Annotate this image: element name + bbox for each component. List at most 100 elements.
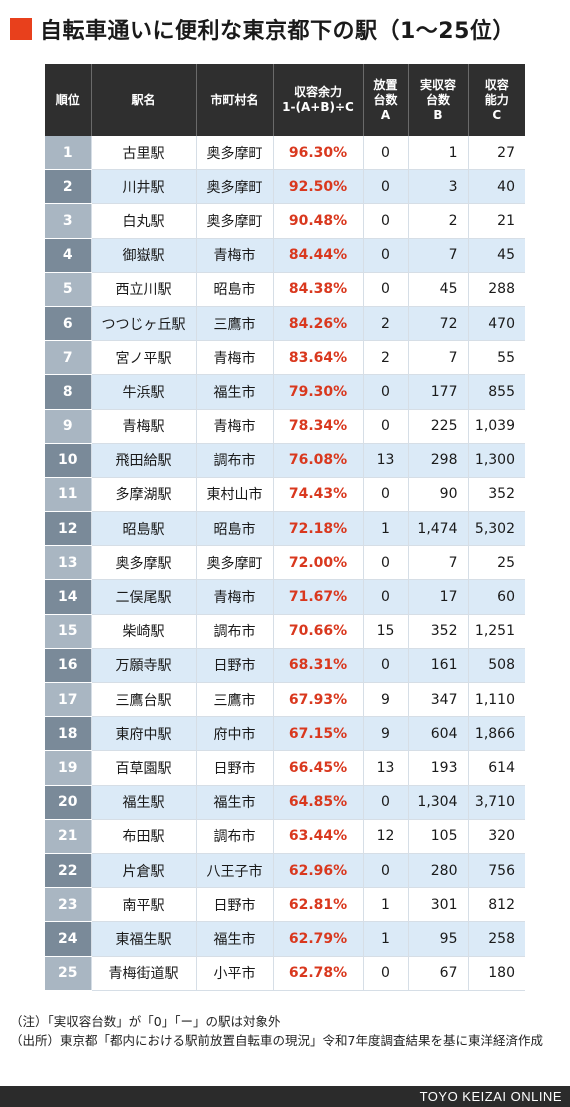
actual-count-cell: 280 (407, 853, 468, 889)
rank-cell: 17 (45, 682, 91, 718)
station-cell: 奥多摩駅 (90, 545, 196, 581)
table-row: 14 二俣尾駅 青梅市 71.67% 0 17 60 (45, 579, 525, 615)
city-cell: 青梅市 (195, 579, 273, 615)
station-cell: 白丸駅 (90, 203, 196, 239)
actual-count-cell: 7 (407, 238, 468, 273)
city-cell: 調布市 (195, 614, 273, 649)
station-cell: 青梅駅 (90, 409, 196, 444)
capacity-margin-cell: 83.64% (272, 340, 363, 376)
city-cell: 昭島市 (195, 511, 273, 547)
abandoned-count-cell: 1 (362, 511, 408, 547)
abandoned-count-cell: 0 (362, 477, 408, 513)
abandoned-count-cell: 0 (362, 374, 408, 410)
rank-cell: 24 (45, 921, 91, 957)
rank-cell: 7 (45, 340, 91, 376)
table-row: 8 牛浜駅 福生市 79.30% 0 177 855 (45, 374, 525, 410)
capacity-margin-cell: 84.26% (272, 306, 363, 342)
city-cell: 昭島市 (195, 272, 273, 307)
capacity-cell: 812 (467, 887, 525, 923)
rank-cell: 1 (45, 136, 91, 171)
station-cell: 昭島駅 (90, 511, 196, 547)
actual-count-cell: 2 (407, 203, 468, 239)
capacity-margin-cell: 72.18% (272, 511, 363, 547)
abandoned-count-cell: 13 (362, 750, 408, 786)
abandoned-count-cell: 9 (362, 682, 408, 718)
station-cell: 東福生駅 (90, 921, 196, 957)
city-cell: 八王子市 (195, 853, 273, 889)
capacity-cell: 756 (467, 853, 525, 889)
capacity-cell: 1,300 (467, 443, 525, 478)
rank-cell: 13 (45, 545, 91, 581)
actual-count-cell: 17 (407, 579, 468, 615)
rank-cell: 25 (45, 956, 91, 991)
table-row: 4 御嶽駅 青梅市 84.44% 0 7 45 (45, 238, 525, 273)
table-row: 21 布田駅 調布市 63.44% 12 105 320 (45, 819, 525, 854)
station-cell: 福生駅 (90, 785, 196, 820)
rank-cell: 14 (45, 579, 91, 615)
capacity-margin-cell: 64.85% (272, 785, 363, 820)
capacity-margin-cell: 70.66% (272, 614, 363, 649)
abandoned-count-cell: 2 (362, 306, 408, 342)
rank-cell: 6 (45, 306, 91, 342)
rank-cell: 12 (45, 511, 91, 547)
table-row: 9 青梅駅 青梅市 78.34% 0 225 1,039 (45, 409, 525, 444)
table-row: 22 片倉駅 八王子市 62.96% 0 280 756 (45, 853, 525, 889)
station-cell: 西立川駅 (90, 272, 196, 307)
capacity-cell: 1,110 (467, 682, 525, 718)
actual-count-cell: 347 (407, 682, 468, 718)
city-cell: 日野市 (195, 887, 273, 923)
actual-count-cell: 298 (407, 443, 468, 478)
rank-cell: 3 (45, 203, 91, 239)
abandoned-count-cell: 1 (362, 887, 408, 923)
actual-count-cell: 193 (407, 750, 468, 786)
capacity-cell: 3,710 (467, 785, 525, 820)
rank-cell: 22 (45, 853, 91, 889)
station-cell: 飛田給駅 (90, 443, 196, 478)
rank-cell: 16 (45, 648, 91, 684)
capacity-cell: 21 (467, 203, 525, 239)
abandoned-count-cell: 0 (362, 203, 408, 239)
station-cell: 御嶽駅 (90, 238, 196, 273)
city-cell: 調布市 (195, 443, 273, 478)
capacity-margin-cell: 79.30% (272, 374, 363, 410)
abandoned-count-cell: 13 (362, 443, 408, 478)
actual-count-cell: 7 (407, 545, 468, 581)
capacity-margin-cell: 71.67% (272, 579, 363, 615)
abandoned-count-cell: 0 (362, 169, 408, 205)
table-header-row: 順位 駅名 市町村名 収容余力 1-(A+B)÷C 放置 台数 A 実収容 台数… (45, 64, 525, 136)
abandoned-count-cell: 15 (362, 614, 408, 649)
rank-cell: 8 (45, 374, 91, 410)
station-cell: 多摩湖駅 (90, 477, 196, 513)
rank-cell: 19 (45, 750, 91, 786)
capacity-margin-cell: 76.08% (272, 443, 363, 478)
station-cell: 南平駅 (90, 887, 196, 923)
notes: （注）「実収容台数」が「0」「ー」の駅は対象外 （出所）東京都「都内における駅前… (10, 1012, 565, 1050)
table-row: 24 東福生駅 福生市 62.79% 1 95 258 (45, 921, 525, 957)
actual-count-cell: 1 (407, 136, 468, 171)
capacity-margin-cell: 66.45% (272, 750, 363, 786)
table-row: 25 青梅街道駅 小平市 62.78% 0 67 180 (45, 956, 525, 991)
title-bar: 自転車通いに便利な東京都下の駅（1〜25位） (10, 14, 515, 44)
city-cell: 三鷹市 (195, 306, 273, 342)
actual-count-cell: 90 (407, 477, 468, 513)
capacity-margin-cell: 74.43% (272, 477, 363, 513)
city-cell: 府中市 (195, 716, 273, 752)
capacity-margin-cell: 62.78% (272, 956, 363, 991)
station-cell: 布田駅 (90, 819, 196, 854)
table-row: 13 奥多摩駅 奥多摩町 72.00% 0 7 25 (45, 545, 525, 581)
capacity-cell: 614 (467, 750, 525, 786)
table-row: 3 白丸駅 奥多摩町 90.48% 0 2 21 (45, 203, 525, 239)
column-header-rank: 順位 (45, 64, 91, 136)
capacity-margin-cell: 67.93% (272, 682, 363, 718)
table-row: 23 南平駅 日野市 62.81% 1 301 812 (45, 887, 525, 923)
abandoned-count-cell: 9 (362, 716, 408, 752)
actual-count-cell: 604 (407, 716, 468, 752)
capacity-cell: 855 (467, 374, 525, 410)
capacity-cell: 508 (467, 648, 525, 684)
actual-count-cell: 161 (407, 648, 468, 684)
rank-cell: 23 (45, 887, 91, 923)
capacity-margin-cell: 78.34% (272, 409, 363, 444)
station-cell: 万願寺駅 (90, 648, 196, 684)
capacity-margin-cell: 67.15% (272, 716, 363, 752)
actual-count-cell: 177 (407, 374, 468, 410)
